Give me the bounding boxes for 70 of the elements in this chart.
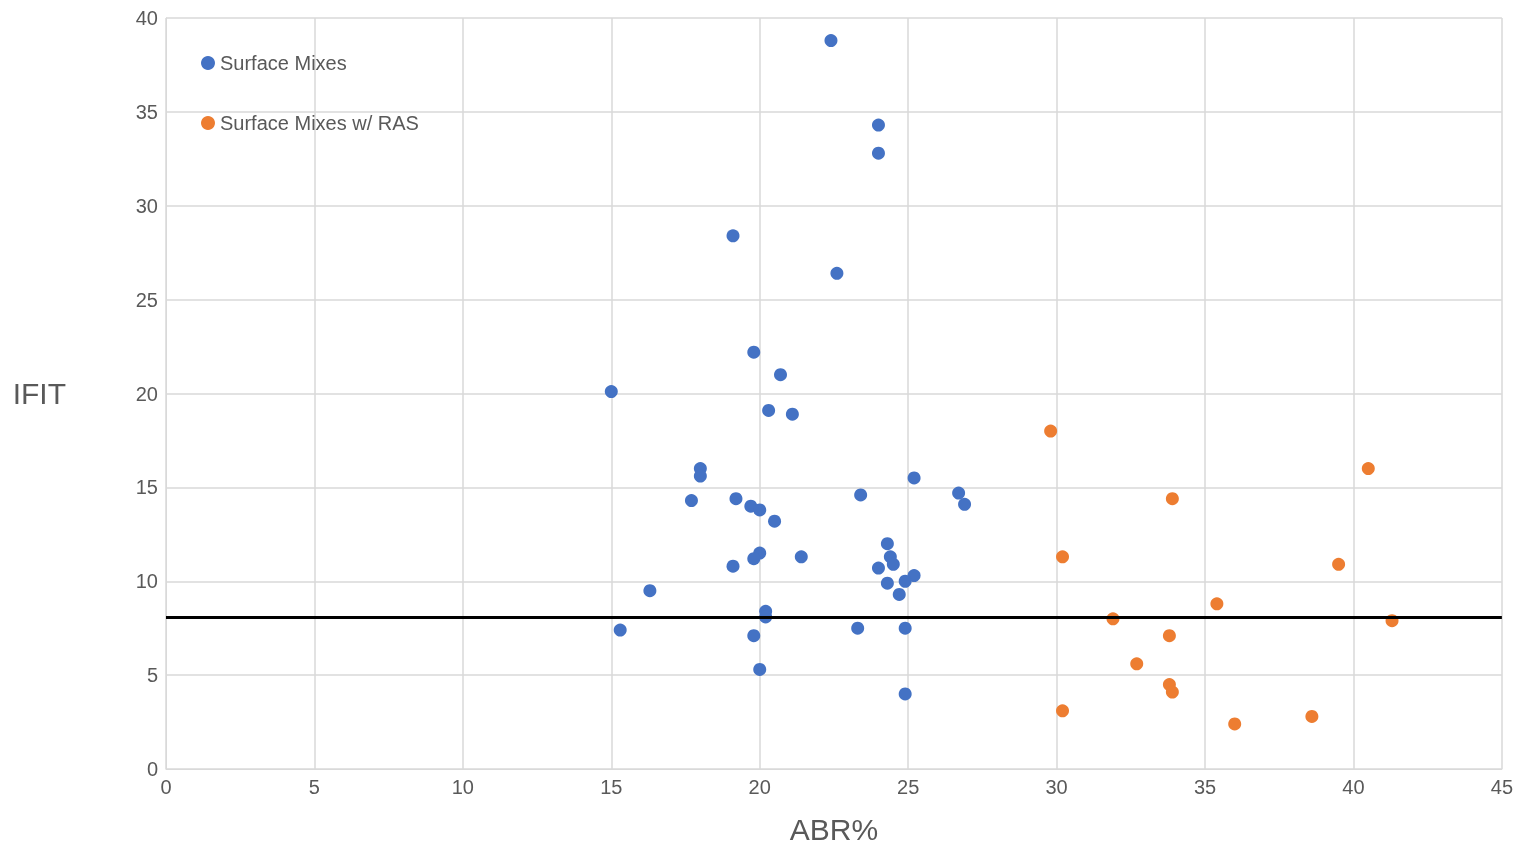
y-tick-label: 40: [135, 7, 158, 29]
point: [726, 559, 740, 573]
x-tick-label: 5: [308, 776, 320, 798]
point: [1130, 657, 1144, 671]
y-tick-label: 5: [146, 664, 158, 687]
y-tick-label: 30: [135, 194, 158, 217]
point: [1332, 557, 1346, 571]
x-tick-label: 45: [1490, 776, 1513, 798]
y-tick-label: 25: [135, 288, 158, 311]
point: [824, 34, 838, 48]
point: [613, 623, 627, 637]
y-tick-label: 20: [135, 382, 158, 405]
point: [684, 494, 698, 508]
point: [747, 552, 761, 566]
point: [880, 576, 894, 590]
point: [1305, 709, 1319, 723]
legend-label: Surface Mixes w/ RAS: [220, 112, 419, 134]
x-tick-label: 0: [160, 776, 172, 798]
point: [1210, 597, 1224, 611]
x-tick-label: 15: [600, 776, 623, 798]
point: [898, 621, 912, 635]
x-tick-label: 30: [1045, 776, 1068, 798]
point: [1228, 717, 1242, 731]
point: [1056, 704, 1070, 718]
point: [1165, 492, 1179, 506]
point: [729, 492, 743, 506]
x-tick-label: 35: [1193, 776, 1217, 798]
y-tick-label: 10: [135, 570, 158, 593]
point: [851, 621, 865, 635]
point: [907, 569, 921, 583]
point: [774, 368, 787, 382]
y-tick-label: 35: [135, 100, 158, 123]
point: [958, 497, 972, 511]
point: [762, 403, 776, 417]
point: [747, 629, 761, 643]
point: [1044, 424, 1058, 438]
point: [871, 561, 885, 575]
y-axis-title: IFIT: [12, 377, 66, 410]
point: [898, 687, 912, 701]
point: [794, 550, 808, 564]
point: [871, 146, 885, 160]
point: [753, 503, 767, 517]
y-tick-label: 15: [135, 476, 158, 499]
x-tick-label: 10: [451, 776, 474, 798]
point: [1361, 462, 1375, 476]
point: [892, 587, 906, 601]
point: [726, 229, 740, 243]
point: [604, 385, 618, 399]
y-tick-label: 0: [146, 758, 158, 780]
x-tick-label: 25: [897, 776, 920, 798]
point: [1162, 629, 1176, 643]
point: [643, 584, 657, 598]
x-tick-label: 40: [1342, 776, 1365, 798]
point: [785, 407, 799, 421]
point: [871, 118, 885, 132]
point: [753, 663, 767, 676]
point: [830, 266, 844, 280]
point: [747, 345, 761, 359]
point: [1165, 685, 1179, 699]
point: [854, 488, 868, 502]
point: [907, 471, 921, 485]
point: [1056, 550, 1070, 564]
x-axis-title: ABR%: [789, 812, 879, 846]
x-tick-label: 20: [748, 776, 771, 798]
point: [880, 537, 894, 551]
point: [898, 574, 912, 588]
point: [768, 514, 782, 528]
point: [952, 486, 966, 500]
point: [886, 557, 900, 571]
legend-label: Surface Mixes: [220, 52, 347, 74]
